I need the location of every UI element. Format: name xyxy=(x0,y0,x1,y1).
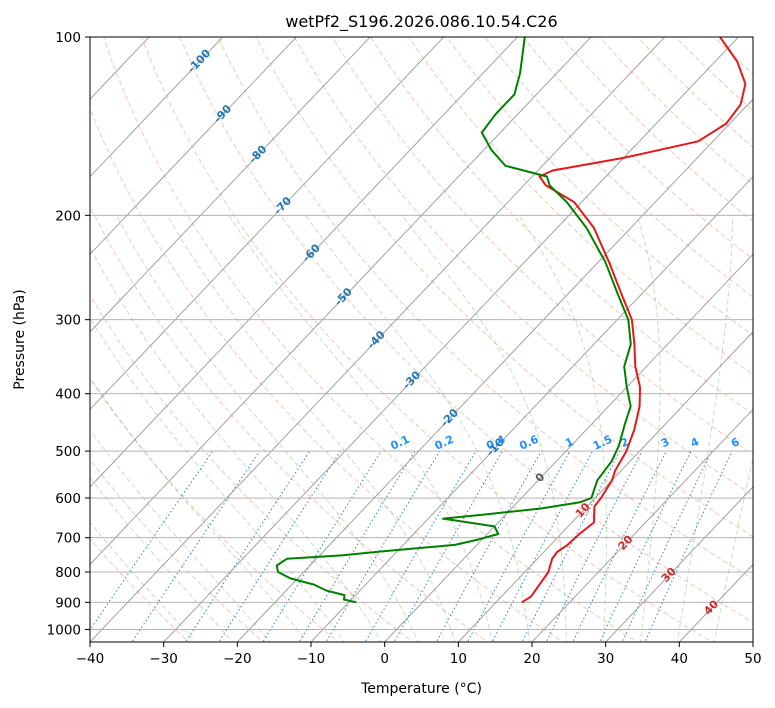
plot-frame xyxy=(89,36,754,643)
isotherm xyxy=(310,176,753,642)
mixing-ratio-line xyxy=(435,450,542,642)
x-tick-label: −40 xyxy=(76,651,105,667)
sounding-series xyxy=(275,37,747,604)
mixing-ratio-label: 8 xyxy=(751,435,763,450)
isotherm xyxy=(90,37,666,642)
y-tick-label: 1000 xyxy=(47,622,81,638)
isotherm xyxy=(384,253,753,642)
moist-adiabat xyxy=(518,215,608,642)
isotherm xyxy=(605,486,753,642)
dry-adiabat xyxy=(599,37,753,185)
mixing-ratio-label: 3 xyxy=(659,435,671,450)
mixing-ratio-line xyxy=(218,450,341,642)
mixing-ratio-line xyxy=(131,450,261,642)
isotherm xyxy=(90,37,519,488)
x-tick-label: −20 xyxy=(223,651,252,667)
x-axis-label: Temperature (°C) xyxy=(360,681,482,697)
dry-adiabat xyxy=(560,37,753,222)
moist-adiabat xyxy=(90,521,197,642)
dry-adiabat xyxy=(408,37,753,376)
mixing-ratio-line xyxy=(393,450,503,642)
mixing-ratio-line xyxy=(262,450,382,642)
moist-adiabat xyxy=(305,215,530,642)
moist-adiabat xyxy=(636,215,661,642)
dry-adiabat xyxy=(141,37,713,642)
mixing-ratio-label: 4 xyxy=(689,435,702,450)
line-labels: -100-90-80-70-60-50-40-30-20-10010203040… xyxy=(185,46,763,617)
x-tick-label: −30 xyxy=(149,651,178,667)
x-tick-label: 50 xyxy=(744,651,761,667)
x-tick-label: 40 xyxy=(671,651,688,667)
y-tick-label: 600 xyxy=(55,491,81,507)
y-axis-label: Pressure (hPa) xyxy=(12,289,28,389)
isotherm xyxy=(90,37,224,178)
y-tick-label: 300 xyxy=(55,313,81,329)
dry-adiabat xyxy=(446,37,753,337)
mixing-ratio-line xyxy=(599,450,692,642)
isotherm xyxy=(90,37,445,411)
y-tick-label: 100 xyxy=(55,30,81,46)
mixing-ratio-label: 6 xyxy=(729,435,742,450)
isotherm xyxy=(531,408,753,642)
moist-adiabat xyxy=(401,214,567,642)
series-dewpoint-line xyxy=(275,37,632,604)
moist-adiabat xyxy=(116,215,419,642)
isotherm xyxy=(457,331,753,642)
mixing-ratio-line xyxy=(325,450,441,642)
dry-adiabat xyxy=(217,37,753,580)
chart-title: wetPf2_S196.2026.086.10.54.C26 xyxy=(285,12,557,32)
mixing-ratio-label: 0.1 xyxy=(388,433,411,453)
dry-adiabat xyxy=(637,37,753,148)
y-tick-label: 400 xyxy=(55,387,81,403)
moist-adiabat xyxy=(90,428,271,642)
mixing-ratio-label: 0.2 xyxy=(433,433,456,453)
dry-adiabat xyxy=(90,458,265,642)
moist-adiabat xyxy=(713,455,753,642)
x-tick-label: 10 xyxy=(450,651,467,667)
y-tick-label: 700 xyxy=(55,531,81,547)
background-lines xyxy=(90,37,753,642)
y-tick-label: 500 xyxy=(55,444,81,460)
isotherm xyxy=(90,37,592,566)
dry-adiabat xyxy=(293,37,753,496)
y-tick-label: 800 xyxy=(55,565,81,581)
x-tick-label: 20 xyxy=(523,651,540,667)
isotherm xyxy=(90,37,371,333)
x-tick-label: 0 xyxy=(380,651,389,667)
y-tick-label: 900 xyxy=(55,595,81,611)
dry-adiabat xyxy=(331,37,753,455)
dry-adiabat xyxy=(751,37,753,39)
mixing-ratio-line xyxy=(621,450,712,642)
moist-adiabat xyxy=(90,316,345,642)
mixing-ratio-line xyxy=(521,450,621,642)
dry-adiabat xyxy=(90,205,489,642)
isotherm xyxy=(752,641,753,642)
moist-adiabat xyxy=(166,215,456,642)
mixing-ratio-line xyxy=(185,450,311,642)
mixing-ratio-line xyxy=(90,450,214,631)
dry-adiabat xyxy=(255,37,753,538)
y-tick-label: 200 xyxy=(55,208,81,224)
axis-ticks: −40 −30 −20 −10 0 10 20 30 40 5010020030040050060… xyxy=(47,30,762,667)
x-tick-label: 30 xyxy=(597,651,614,667)
x-tick-label: −10 xyxy=(297,651,326,667)
series-temperature-line xyxy=(521,37,747,604)
moist-adiabat xyxy=(90,376,308,642)
isotherm xyxy=(163,37,740,642)
isotherm xyxy=(236,98,753,642)
mixing-ratio-line xyxy=(466,450,571,642)
moist-adiabat xyxy=(90,246,382,642)
dry-adiabat xyxy=(90,537,190,642)
mixing-ratio-line xyxy=(364,450,477,642)
isotherm xyxy=(90,37,298,255)
moist-adiabat xyxy=(90,476,234,642)
mixing-ratio-line xyxy=(644,450,733,642)
mixing-ratio-label: 1.5 xyxy=(591,433,614,453)
